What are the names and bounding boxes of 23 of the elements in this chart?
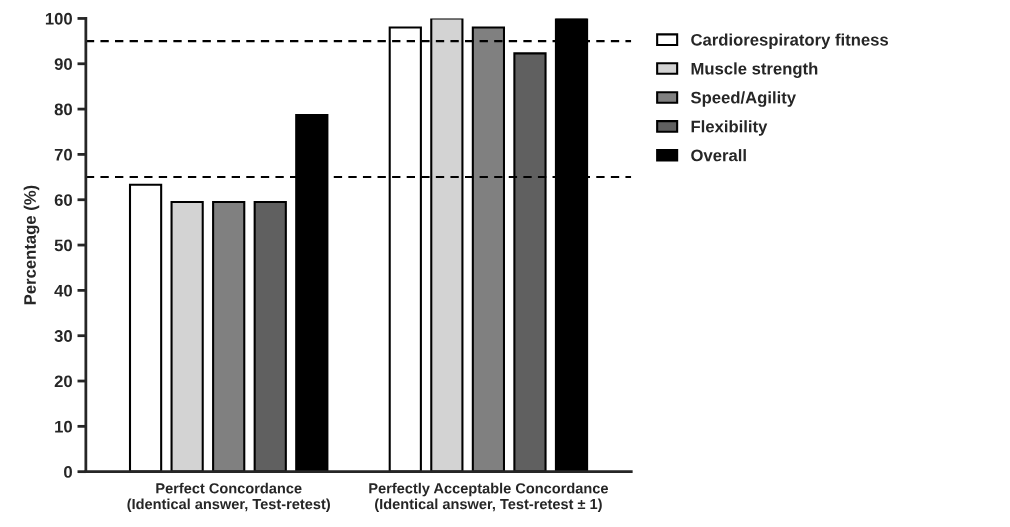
y-axis-title: Percentage (%) (23, 185, 40, 305)
x-tick-label: Perfectly Acceptable Concordance (Identical answer, Test-retest ± 1) (369, 482, 608, 513)
y-tick-label: 30 (54, 330, 72, 342)
legend-label: Cardiorespiratory fitness (691, 33, 889, 49)
legend-label: Speed/Agility (690, 91, 796, 107)
legend-label: Overall (691, 149, 746, 162)
y-tick-label: 10 (55, 420, 72, 433)
y-tick-label: 40 (54, 284, 72, 297)
bar (212, 200, 246, 472)
y-tick-label: 80 (54, 103, 72, 116)
y-tick-label: 50 (54, 239, 72, 252)
legend-label: Muscle strength (691, 62, 818, 78)
y-tick-label: 100 (45, 12, 72, 25)
y-tick-label: 60 (54, 194, 72, 206)
bar (170, 200, 204, 472)
legend-label: Flexibility (691, 120, 768, 136)
bar (128, 183, 163, 472)
y-tick-label: 20 (54, 375, 72, 388)
bar (253, 200, 287, 472)
y-tick-label: 0 (64, 466, 72, 478)
y-tick-label: 90 (54, 58, 72, 70)
y-tick-label: 70 (54, 148, 72, 161)
x-tick-label: Perfect Concordance (Identical answer, Test-retest) (127, 482, 330, 513)
